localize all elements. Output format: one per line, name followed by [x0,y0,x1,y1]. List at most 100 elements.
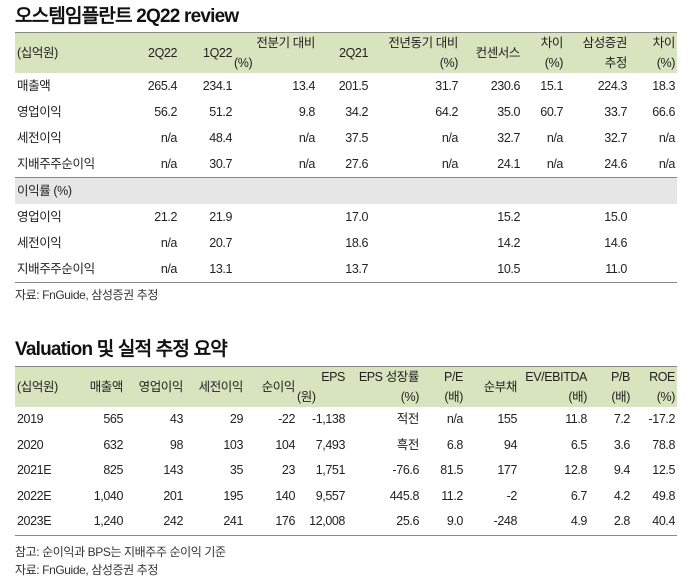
cell: 2Q22 [148,45,177,60]
cell: 81.5 [440,463,463,478]
cell: 1Q22 [203,45,232,60]
cell: 48.4 [209,130,232,145]
cell: (%) [234,55,253,70]
row-label: (십억원) [17,45,58,60]
cell: -17.2 [648,412,676,427]
cell: 24.6 [604,156,627,171]
row-label: 2019 [17,412,44,427]
table-row: 2023E 1,240 242 241 176 12,008 25.6 9.0 -248 4.9 2… [15,509,677,535]
cell: 14.6 [604,235,627,250]
cell: 흑전 [396,437,420,452]
cell: 60.7 [540,104,563,119]
cell: 15.1 [540,78,563,93]
cell: 155 [497,412,517,427]
cell: n/a [546,156,564,171]
cell: 9.8 [298,104,316,119]
valuation-table: (십억원) 매출액 영업이익 세전이익 순이익 EPS EPS 성장률 P/E 순부채 EV/EB… [15,366,677,536]
cell: 삼성증권 [582,35,628,50]
cell: 18.6 [345,235,368,250]
cell: -76.6 [392,463,420,478]
cell [368,256,458,283]
cell: 1,240 [93,514,124,529]
row-label: 지배주주순이익 [17,261,95,276]
cell: 11.0 [605,261,627,276]
cell: 43 [169,412,184,427]
row-label: 지배주주순이익 [17,156,95,171]
cell: P/B [611,369,630,384]
valuation-note: 참고: 순이익과 BPS는 지배주주 순이익 기준 [15,544,226,559]
cell: 9,557 [315,488,346,503]
row-label: 영업이익 [17,104,62,119]
cell: 1,040 [93,488,124,503]
header-row: (십억원) 2Q22 1Q22 전분기 대비 2Q21 전년동기 대비 컨센서스 차이 삼성증권… [15,32,677,60]
cell: 컨센서스 [475,45,521,60]
cell: 49.8 [652,488,675,503]
cell [627,230,677,256]
cell: 29 [229,412,244,427]
cell: 적전 [396,412,420,427]
cell: 195 [223,488,243,503]
cell: 66.6 [652,104,675,119]
cell: 64.2 [435,104,458,119]
cell [520,204,563,230]
cell [627,256,677,283]
cell: 32.7 [604,130,627,145]
cell: 차이 [540,35,564,50]
cell: (%) [656,389,676,404]
cell: (%) [400,389,420,404]
cell: 94 [503,437,518,452]
cell: 21.9 [209,209,232,224]
cell: 13.1 [209,261,232,276]
cell: 세전이익 [198,379,244,394]
cell: 14.2 [497,235,520,250]
cell: (%) [544,55,564,70]
margin-label: 이익률 (%) [15,177,677,204]
row-label: 2022E [17,488,52,503]
review-table: (십억원) 2Q22 1Q22 전분기 대비 2Q21 전년동기 대비 컨센서스 차이 삼성증권… [15,32,677,283]
row-label: 매출액 [17,78,51,93]
cell: 17.0 [345,209,368,224]
cell: 230.6 [490,78,521,93]
cell: 10.5 [497,261,520,276]
cell: EV/EBITDA [525,369,587,384]
cell: 40.4 [652,514,675,529]
cell: 7,493 [315,437,346,452]
table-row: 세전이익 n/a 20.7 18.6 14.2 14.6 [15,230,677,256]
cell: 순이익 [261,379,296,394]
table-row: 매출액 265.4 234.1 13.4 201.5 31.7 230.6 15.1 224.3… [15,73,677,99]
table-row: 지배주주순이익 n/a 30.7 n/a 27.6 n/a 24.1 n/a 24.6 n/a [15,151,677,178]
cell: (원) [297,389,316,404]
cell: n/a [160,130,178,145]
margin-subheader: 이익률 (%) [15,177,677,204]
cell: 140 [275,488,295,503]
table-row: 2019 565 43 29 -22 -1,138 적전 n/a 155 11.8 7.2 -17.2 [15,407,677,433]
cell [232,256,315,283]
row-label: (십억원) [17,379,58,394]
cell: 9.0 [446,514,464,529]
cell: 4.2 [613,488,631,503]
cell: 15.2 [497,209,520,224]
table-row: 2020 632 98 103 104 7,493 흑전 6.8 94 6.5 3.6 78.8 [15,433,677,459]
cell: EPS 성장률 [358,369,420,384]
cell: 2Q21 [339,45,368,60]
cell: 21.2 [154,209,177,224]
table-row: 영업이익 56.2 51.2 9.8 34.2 64.2 35.0 60.7 33.7 66.6 [15,99,677,125]
cell: 전분기 대비 [256,35,315,50]
cell: 차이 [652,35,676,50]
cell: 565 [103,412,123,427]
cell: ROE [649,369,675,384]
cell [232,230,315,256]
row-label: 세전이익 [17,130,62,145]
table-row: 2022E 1,040 201 195 140 9,557 445.8 11.2 -2 6.7 4.… [15,484,677,510]
cell: 78.8 [652,437,675,452]
cell [232,204,315,230]
cell: 103 [223,437,243,452]
cell: 37.5 [345,130,368,145]
cell: 33.7 [604,104,627,119]
row-label: 2023E [17,514,52,529]
cell: 6.5 [570,437,588,452]
header-row: (십억원) 매출액 영업이익 세전이익 순이익 EPS EPS 성장률 P/E 순부채 EV/EB… [15,366,677,394]
cell: 30.7 [209,156,232,171]
cell: 35 [229,463,244,478]
cell: (%) [656,55,676,70]
